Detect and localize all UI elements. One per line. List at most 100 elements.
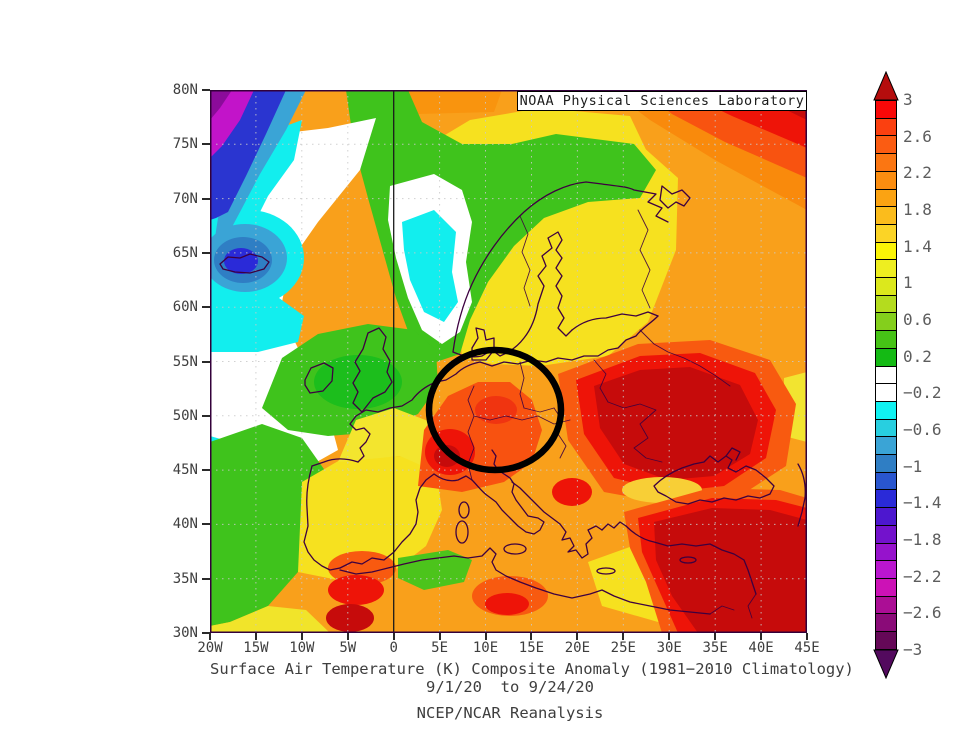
lat-tick-label: 75N (172, 136, 198, 153)
lat-tick-label: 80N (172, 82, 198, 98)
lon-tick-label: 20W (197, 640, 223, 656)
colorbar-segment (876, 418, 896, 437)
lat-tick-label: 55N (172, 353, 198, 370)
lat-tick-label: 65N (172, 244, 198, 261)
source-title-box: NOAA Physical Sciences Laboratory (517, 91, 807, 111)
colorbar-segment (876, 294, 896, 313)
colorbar-segment (876, 595, 896, 614)
colorbar-segment (876, 560, 896, 578)
lat-tick-mark (202, 469, 210, 472)
colorbar-segment (876, 206, 896, 224)
lon-tick-mark (805, 633, 808, 640)
lon-tick-mark (254, 633, 257, 640)
lon-tick-mark (714, 633, 717, 640)
colorbar-arrow-down (873, 649, 899, 679)
lon-tick-mark (530, 633, 533, 640)
colorbar-tick-label: −0.2 (903, 383, 942, 403)
colorbar-segment (876, 454, 896, 472)
lat-tick-mark (202, 89, 210, 91)
colorbar-segments (875, 100, 897, 650)
lat-tick-mark (202, 523, 210, 526)
lon-tick-label: 20E (564, 640, 591, 656)
anomaly-fills (210, 90, 807, 633)
colorbar-arrow-up (873, 71, 899, 101)
colorbar-segment (876, 170, 896, 189)
lon-tick-mark (760, 633, 763, 640)
country-borders (467, 209, 757, 619)
colorbar-segment (876, 101, 896, 118)
colorbar-segment (876, 365, 896, 384)
lon-tick-mark (668, 633, 671, 640)
lat-tick-label: 40N (172, 516, 198, 533)
map-area (210, 90, 807, 633)
colorbar-segment (876, 383, 896, 401)
colorbar-segment (876, 241, 896, 260)
lat-tick-mark (202, 306, 210, 309)
colorbar-segment (876, 330, 896, 348)
colorbar-segment (876, 542, 896, 561)
lon-tick-mark (346, 633, 349, 640)
colorbar-tick-label: −1.8 (903, 530, 942, 549)
lat-tick-mark (202, 197, 210, 200)
lon-tick-label: 15W (243, 640, 269, 656)
colorbar-segment (876, 347, 896, 366)
lat-tick-mark (202, 414, 210, 417)
lon-tick-label: 10E (472, 640, 499, 656)
lon-tick-label: 0 (389, 640, 398, 656)
anomaly-map (210, 90, 807, 633)
lat-tick-label: 35N (172, 570, 198, 587)
colorbar-segment (876, 188, 896, 207)
lon-tick-label: 5W (339, 640, 357, 656)
dataset-name: NCEP/NCAR Reanalysis (416, 704, 604, 722)
lat-tick-mark (202, 632, 210, 634)
colorbar-segment (876, 471, 896, 490)
lon-tick-label: 10W (289, 640, 315, 656)
highlight-circle (425, 346, 565, 474)
colorbar-segment (876, 577, 896, 596)
lat-tick-label: 60N (172, 299, 198, 316)
gridlines (210, 90, 807, 633)
lat-tick-label: 70N (172, 190, 198, 207)
lon-tick-mark (209, 633, 211, 640)
lat-tick-mark (202, 251, 210, 254)
colorbar-segment (876, 436, 896, 455)
colorbar-segment (876, 153, 896, 171)
colorbar-tick-label: 0.6 (903, 310, 932, 329)
lon-tick-label: 25E (610, 640, 636, 656)
lon-tick-mark (300, 633, 303, 640)
colorbar-segment (876, 489, 896, 508)
colorbar-labels: 3 2.6 2.2 1.8 1.4 1 0.6 0.2 −0.2 −0.6 −1 −1.4 −1.8 −2… (903, 90, 959, 659)
colorbar-tick-label: −2.6 (903, 603, 942, 623)
lat-axis: 80N 75N 70N 65N 60N 55N 50N 45N 40N 35N 30N (0, 82, 210, 641)
colorbar-tick-label: −1.4 (903, 493, 942, 513)
lon-tick-mark (392, 633, 395, 640)
colorbar-tick-label: 2.2 (903, 163, 932, 183)
colorbar-tick-label: 2.6 (903, 126, 932, 146)
colorbar-tick-label: 3 (903, 90, 913, 109)
colorbar-segment (876, 507, 896, 525)
map-frame (210, 90, 807, 633)
lat-tick-label: 45N (172, 462, 198, 479)
colorbar-segment (876, 135, 896, 154)
colorbar-segment (876, 631, 896, 649)
lon-tick-mark (576, 633, 579, 640)
lon-tick-mark (438, 633, 441, 640)
colorbar-tick-label: −0.6 (903, 420, 942, 439)
colorbar-segment (876, 259, 896, 278)
lon-tick-label: 35E (702, 640, 728, 656)
lon-tick-mark (484, 633, 487, 640)
colorbar-tick-label: 0.2 (903, 346, 932, 366)
lon-tick-label: 40E (748, 640, 774, 656)
colorbar-tick-label: −3 (903, 640, 923, 659)
colorbar-tick-label: −1 (903, 456, 923, 476)
lon-tick-mark (622, 633, 625, 640)
lon-tick-label: 30E (656, 640, 682, 656)
lon-axis: 20W 15W 10W 5W 0 5E 10E 15E 20E 25E 30E 35E 40E 45E (197, 633, 820, 663)
colorbar-segment (876, 277, 896, 295)
colorbar-segment (876, 613, 896, 632)
colorbar-tick-label: 1 (903, 273, 913, 293)
date-range: 9/1/20 to 9/24/20 (426, 678, 594, 696)
colorbar-segment (876, 223, 896, 242)
lon-tick-label: 15E (518, 640, 545, 656)
